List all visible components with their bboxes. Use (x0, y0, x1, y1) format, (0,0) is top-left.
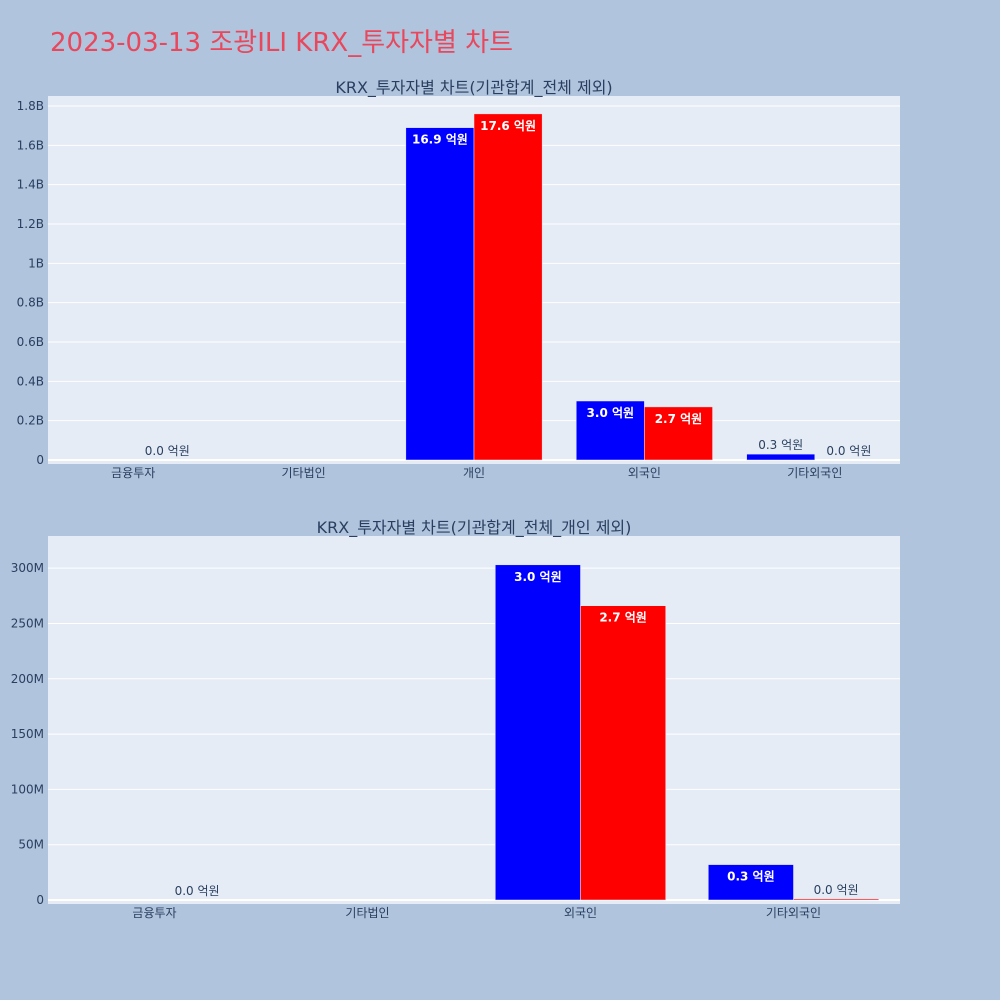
y-tick-label: 1B (28, 256, 44, 270)
bar (473, 113, 543, 461)
y-tick-label: 0.2B (17, 414, 44, 428)
data-label: 3.0 억원 (514, 570, 562, 584)
y-tick-label: 50M (18, 838, 44, 852)
y-tick-label: 1.4B (17, 178, 44, 192)
x-tick-label: 금융투자 (132, 906, 176, 920)
x-tick-label: 기타법인 (345, 906, 389, 920)
x-tick-label: 외국인 (564, 906, 597, 920)
x-tick-label: 기타법인 (282, 466, 326, 480)
y-tick-label: 100M (11, 782, 44, 796)
plot-area (48, 536, 900, 904)
bar (405, 127, 475, 461)
y-tick-label: 0.4B (17, 374, 44, 388)
x-tick-label: 개인 (463, 466, 485, 480)
bar (793, 898, 879, 901)
data-label: 2.7 억원 (655, 412, 703, 426)
y-tick-label: 150M (11, 727, 44, 741)
y-tick-label: 0 (36, 453, 44, 467)
page-title: 2023-03-13 조광ILI KRX_투자자별 차트 (50, 28, 514, 58)
bar (708, 864, 794, 901)
y-tick-label: 0.8B (17, 296, 44, 310)
data-label: 2.7 억원 (599, 611, 647, 625)
data-label: 0.0 억원 (145, 444, 190, 458)
data-label: 17.6 억원 (480, 119, 536, 133)
bar (580, 605, 666, 901)
chart-bottom: KRX_투자자별 차트(기관합계_전체_개인 제외) 0 50M 100M 150M 20… (11, 518, 900, 920)
data-label: 0.0 억원 (814, 883, 859, 897)
data-label: 0.0 억원 (175, 884, 220, 898)
y-tick-label: 300M (11, 561, 44, 575)
bar (644, 406, 713, 461)
y-tick-label: 250M (11, 616, 44, 630)
chart-title: KRX_투자자별 차트(기관합계_전체 제외) (335, 78, 612, 98)
y-tick-label: 0.6B (17, 335, 44, 349)
x-tick-label: 기타외국인 (787, 466, 842, 480)
y-tick-label: 200M (11, 672, 44, 686)
chart-top: KRX_투자자별 차트(기관합계_전체 제외) 0 0.2B 0.4B 0.6B 0.8B… (17, 78, 900, 480)
x-tick-label: 금융투자 (111, 466, 155, 480)
data-label: 0.0 억원 (826, 444, 871, 458)
y-tick-label: 1.8B (17, 99, 44, 113)
data-label: 16.9 억원 (412, 133, 468, 147)
y-tick-label: 0 (36, 893, 44, 907)
bar (495, 564, 581, 901)
chart-title: KRX_투자자별 차트(기관합계_전체_개인 제외) (317, 518, 632, 538)
y-tick-label: 1.2B (17, 217, 44, 231)
data-label: 0.3 억원 (727, 870, 775, 884)
x-tick-label: 기타외국인 (766, 906, 821, 920)
bar (746, 453, 816, 461)
x-tick-label: 외국인 (628, 466, 661, 480)
data-label: 0.3 억원 (758, 438, 803, 452)
y-tick-label: 1.6B (17, 138, 44, 152)
bar (575, 400, 645, 461)
data-label: 3.0 억원 (587, 406, 635, 420)
